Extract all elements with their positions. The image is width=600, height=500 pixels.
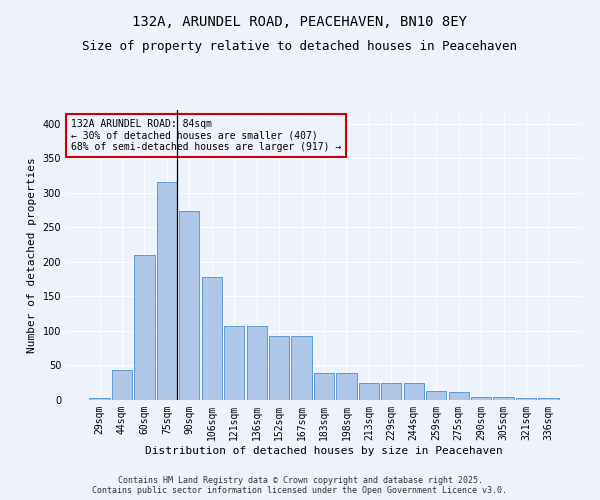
- Bar: [112, 370, 132, 400]
- Bar: [247, 326, 267, 400]
- Bar: [538, 398, 559, 400]
- Text: Size of property relative to detached houses in Peacehaven: Size of property relative to detached ho…: [83, 40, 517, 53]
- Text: Contains HM Land Registry data © Crown copyright and database right 2025.
Contai: Contains HM Land Registry data © Crown c…: [92, 476, 508, 495]
- Bar: [292, 336, 311, 400]
- Y-axis label: Number of detached properties: Number of detached properties: [27, 157, 37, 353]
- Text: 132A ARUNDEL ROAD: 84sqm
← 30% of detached houses are smaller (407)
68% of semi-: 132A ARUNDEL ROAD: 84sqm ← 30% of detach…: [71, 118, 341, 152]
- Bar: [224, 326, 244, 400]
- X-axis label: Distribution of detached houses by size in Peacehaven: Distribution of detached houses by size …: [145, 446, 503, 456]
- Bar: [381, 384, 401, 400]
- Bar: [337, 373, 356, 400]
- Bar: [269, 336, 289, 400]
- Bar: [359, 384, 379, 400]
- Bar: [493, 396, 514, 400]
- Bar: [134, 255, 155, 400]
- Bar: [516, 398, 536, 400]
- Bar: [89, 398, 110, 400]
- Bar: [404, 384, 424, 400]
- Bar: [426, 391, 446, 400]
- Bar: [449, 392, 469, 400]
- Bar: [179, 212, 199, 400]
- Bar: [471, 396, 491, 400]
- Bar: [314, 373, 334, 400]
- Bar: [157, 182, 177, 400]
- Bar: [202, 277, 222, 400]
- Text: 132A, ARUNDEL ROAD, PEACEHAVEN, BN10 8EY: 132A, ARUNDEL ROAD, PEACEHAVEN, BN10 8EY: [133, 15, 467, 29]
